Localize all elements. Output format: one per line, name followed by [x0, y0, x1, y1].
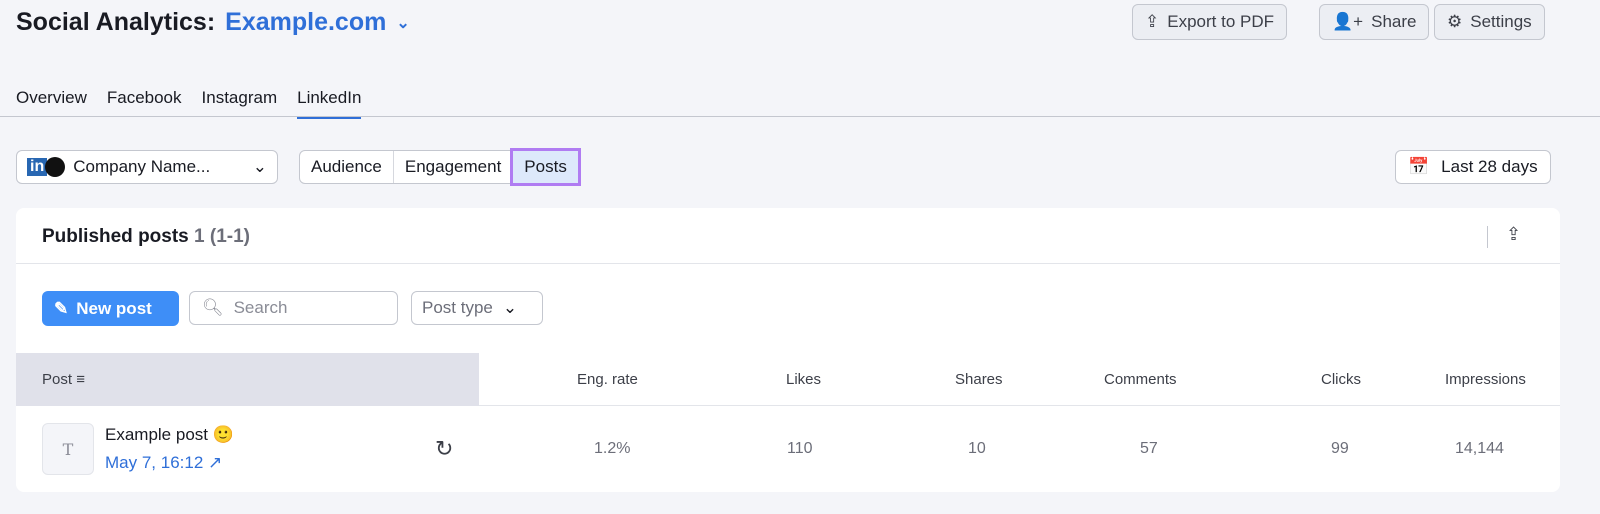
- clicks-value: 99: [1331, 440, 1349, 457]
- chevron-down-icon: ⌄: [252, 157, 267, 176]
- date-range-label: Last 28 days: [1441, 157, 1538, 176]
- table-header: Post ≡ Eng. rate Likes Shares Comments C…: [16, 353, 1560, 406]
- comments-value: 57: [1140, 440, 1158, 457]
- column-impressions[interactable]: Impressions: [1445, 371, 1526, 388]
- column-label: Post: [42, 371, 73, 388]
- post-date-link[interactable]: May 7, 16:12 ↗: [105, 453, 222, 473]
- column-post[interactable]: Post ≡: [42, 371, 85, 388]
- text-post-icon: T: [42, 423, 94, 475]
- domain-selector[interactable]: Example.com: [225, 8, 387, 36]
- tab-instagram[interactable]: Instagram: [201, 88, 278, 107]
- title-text: Social Analytics:: [16, 8, 216, 36]
- add-user-icon: 👤+: [1332, 12, 1364, 31]
- calendar-icon: 📅: [1408, 157, 1430, 176]
- likes-value: 110: [787, 440, 813, 457]
- linkedin-icon: in: [27, 158, 48, 176]
- tab-posts[interactable]: Posts: [510, 148, 581, 186]
- column-likes[interactable]: Likes: [786, 371, 822, 388]
- share-button[interactable]: 👤+ Share: [1319, 4, 1430, 40]
- section-tabs: Audience Engagement Posts: [299, 148, 581, 186]
- column-eng-rate[interactable]: Eng. rate: [577, 371, 638, 388]
- chevron-down-icon[interactable]: ⌄: [396, 14, 410, 32]
- tab-linkedin[interactable]: LinkedIn: [297, 88, 362, 119]
- tab-audience[interactable]: Audience: [300, 151, 394, 183]
- column-comments[interactable]: Comments: [1104, 371, 1177, 388]
- divider: [0, 116, 1600, 117]
- card-title: Published posts 1 (1-1): [42, 226, 250, 248]
- divider: [16, 263, 1560, 264]
- chevron-down-icon: ⌄: [502, 298, 518, 317]
- post-type-select[interactable]: Post type ⌄: [411, 291, 543, 325]
- platform-tabs: Overview Facebook Instagram LinkedIn: [16, 88, 362, 119]
- post-type-label: Post type: [422, 298, 493, 317]
- card-title-text: Published posts: [42, 226, 189, 247]
- search-icon: 🔍︎: [202, 298, 224, 317]
- column-clicks[interactable]: Clicks: [1321, 371, 1361, 388]
- post-range: (1-1): [209, 226, 251, 247]
- external-link-icon: ↗: [208, 453, 223, 472]
- gear-icon: ⚙: [1447, 12, 1463, 31]
- tab-overview[interactable]: Overview: [16, 88, 87, 107]
- date-range-button[interactable]: 📅 Last 28 days: [1395, 150, 1551, 184]
- divider: [1487, 226, 1488, 248]
- upload-icon: ⇪: [1145, 12, 1160, 31]
- share-label: Share: [1371, 12, 1417, 31]
- new-post-button[interactable]: ✎ New post: [42, 291, 179, 326]
- shares-value: 10: [968, 440, 986, 457]
- settings-button[interactable]: ⚙ Settings: [1434, 4, 1545, 40]
- company-logo-icon: [45, 157, 66, 177]
- post-title: Example post 🙂: [105, 425, 234, 444]
- pencil-icon: ✎: [54, 298, 69, 318]
- impressions-value: 14,144: [1455, 440, 1504, 457]
- post-count: 1: [194, 226, 205, 247]
- new-post-label: New post: [76, 298, 152, 318]
- eng-rate-value: 1.2%: [594, 440, 631, 457]
- search-placeholder: Search: [233, 298, 288, 317]
- refresh-icon[interactable]: ↻: [435, 436, 454, 461]
- tab-facebook[interactable]: Facebook: [106, 88, 182, 107]
- sort-icon[interactable]: ≡: [76, 371, 85, 388]
- published-posts-card: [16, 208, 1560, 492]
- search-input[interactable]: 🔍︎ Search: [189, 291, 398, 325]
- export-pdf-button[interactable]: ⇪ Export to PDF: [1132, 4, 1288, 40]
- page-title: Social Analytics: Example.com ⌄: [16, 8, 410, 37]
- export-label: Export to PDF: [1167, 12, 1275, 31]
- export-icon[interactable]: ⇪: [1506, 224, 1522, 244]
- profile-selector[interactable]: in Company Name... ⌄: [16, 150, 278, 184]
- settings-label: Settings: [1470, 12, 1532, 31]
- post-date: May 7, 16:12: [105, 453, 204, 472]
- profile-name: Company Name...: [73, 157, 211, 176]
- tab-engagement[interactable]: Engagement: [394, 151, 514, 183]
- column-shares[interactable]: Shares: [955, 371, 1003, 388]
